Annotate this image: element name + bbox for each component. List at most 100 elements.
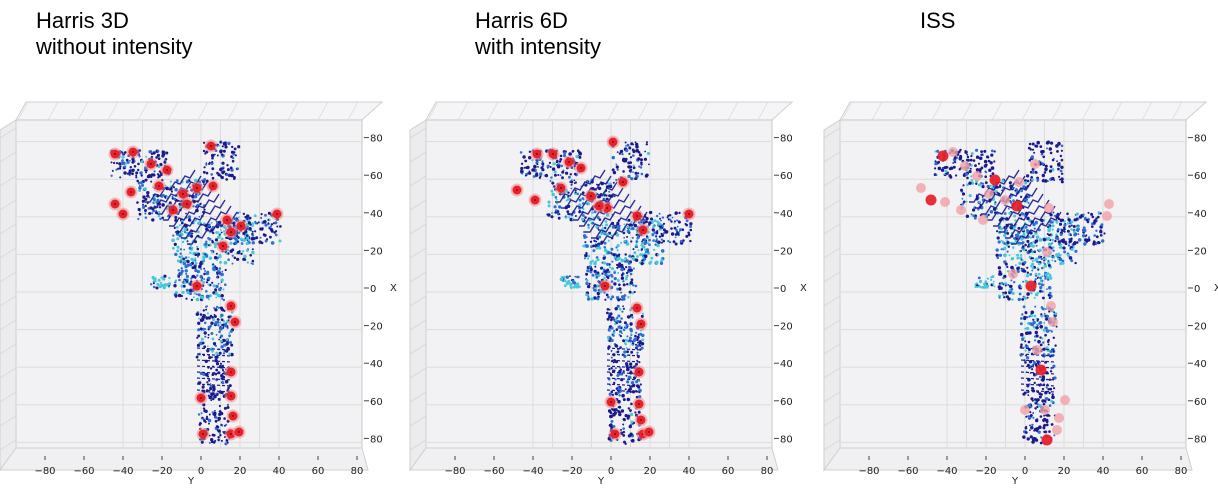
cloud-point [1036, 324, 1039, 327]
keypoint-center [640, 323, 642, 325]
pane-rib [547, 101, 559, 121]
x-axis-name: X [1214, 283, 1218, 294]
cloud-point [1020, 250, 1022, 252]
cloud-point [219, 261, 222, 264]
cloud-point [118, 162, 122, 166]
cloud-point [206, 345, 209, 347]
cloud-point [993, 160, 996, 163]
cloud-point [177, 269, 180, 272]
cloud-point [1042, 178, 1045, 181]
keypoint-marker [1044, 203, 1054, 213]
cloud-point [158, 206, 162, 209]
cloud-point [978, 200, 981, 204]
cloud-point [555, 198, 558, 201]
cloud-point [117, 167, 120, 170]
cloud-point [1029, 273, 1033, 276]
cloud-point [622, 328, 626, 332]
cloud-point [1048, 169, 1053, 173]
cloud-streak [181, 205, 232, 239]
cloud-point [182, 284, 186, 288]
cloud-point [611, 260, 614, 263]
cloud-point [964, 150, 968, 154]
keypoint-center [642, 229, 644, 231]
cloud-point [1073, 218, 1077, 221]
cloud-streak [606, 353, 642, 357]
cloud-point [550, 176, 553, 179]
cloud-point [1051, 255, 1054, 258]
cloud-point [648, 211, 652, 214]
cloud-point [194, 240, 197, 244]
cloud-point [633, 223, 638, 228]
cloud-point [1018, 261, 1022, 265]
cloud-point [1021, 241, 1025, 244]
cloud-point [148, 150, 152, 154]
cloud-point [627, 165, 630, 168]
pane-rib [961, 101, 973, 121]
cloud-point [1028, 315, 1031, 318]
cloud-point [1095, 217, 1098, 220]
cloud-point [977, 208, 980, 211]
cloud-point [228, 352, 232, 356]
cloud-point [646, 217, 649, 220]
y-tick-label: −20 [975, 466, 996, 477]
cloud-point [221, 270, 224, 273]
cloud-point [246, 217, 249, 220]
cloud-point [631, 313, 633, 316]
cloud-point [636, 237, 639, 240]
cloud-point [589, 267, 593, 272]
cloud-point [638, 340, 642, 344]
cloud-point [570, 179, 573, 182]
y-tick-label: 80 [1175, 466, 1188, 477]
cloud-point [627, 174, 631, 178]
keypoint-center [196, 187, 198, 189]
cloud-point [541, 160, 544, 163]
cloud-point [659, 222, 662, 226]
cloud-point [1020, 237, 1024, 241]
cloud-point [1052, 350, 1055, 353]
cloud-point [550, 211, 554, 215]
cloud-point [1034, 272, 1038, 276]
cloud-point [200, 268, 203, 270]
cloud-point [193, 266, 197, 270]
cloud-point [559, 158, 563, 161]
cloud-point [1010, 265, 1014, 270]
cloud-point [633, 251, 637, 255]
cloud-point [174, 252, 178, 257]
cloud-point [1038, 262, 1041, 266]
cloud-point [618, 283, 621, 287]
cloud-point [678, 230, 681, 233]
cloud-point [204, 270, 207, 272]
cloud-point [1022, 392, 1026, 396]
cloud-point [216, 235, 221, 239]
cloud-point [260, 217, 262, 219]
cloud-point [176, 259, 180, 263]
keypoint-center [230, 433, 232, 435]
cloud-point [1025, 200, 1029, 203]
cloud-point [205, 295, 210, 299]
cloud-point [972, 208, 976, 212]
cloud-point [611, 225, 616, 229]
cloud-point [970, 213, 973, 216]
cloud-point [152, 151, 156, 155]
cloud-point [667, 214, 670, 217]
cloud-point [562, 275, 566, 279]
cloud-point [161, 150, 165, 154]
cloud-point [1095, 235, 1099, 239]
cloud-point [230, 150, 235, 154]
cloud-point [1028, 366, 1031, 369]
cloud-point [626, 235, 629, 238]
cloud-point [630, 439, 633, 442]
cloud-point [1073, 233, 1077, 237]
cloud-point [211, 356, 213, 359]
cloud-point [1032, 222, 1036, 227]
cloud-point [554, 196, 558, 199]
cloud-point [571, 279, 575, 283]
y-tick-label: −60 [73, 466, 94, 477]
cloud-point [200, 412, 203, 415]
keypoint-center [636, 215, 638, 217]
cloud-point [662, 232, 666, 235]
cloud-point [220, 339, 223, 343]
pane-rib [0, 127, 17, 139]
cloud-point [1058, 257, 1063, 262]
cloud-point [998, 253, 1003, 257]
